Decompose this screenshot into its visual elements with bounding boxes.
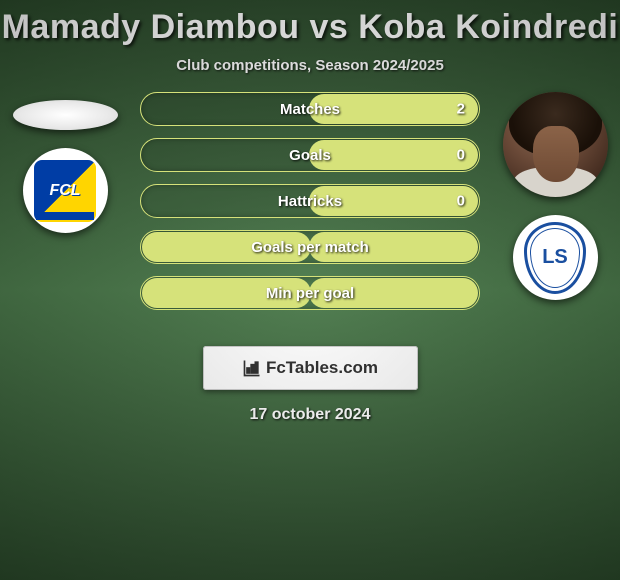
- right-club-abbr: LS: [524, 222, 586, 294]
- right-player-photo: [503, 92, 608, 197]
- stat-row: Goals 0: [140, 138, 480, 172]
- page-title: Mamady Diambou vs Koba Koindredi: [0, 0, 620, 47]
- stat-value-right: 2: [457, 101, 465, 118]
- stat-label: Goals per match: [251, 239, 369, 256]
- stat-row: Min per goal: [140, 276, 480, 310]
- stat-fill-right: [309, 140, 478, 170]
- stat-label: Min per goal: [266, 285, 354, 302]
- left-club-abbr: FCL: [34, 160, 96, 222]
- stat-label: Matches: [280, 101, 340, 118]
- left-player-photo: [13, 100, 118, 130]
- stat-value-right: 0: [457, 193, 465, 210]
- brand-watermark: FcTables.com: [203, 346, 418, 390]
- infographic-date: 17 october 2024: [0, 406, 620, 424]
- right-player-column: LS: [500, 92, 610, 300]
- comparison-area: FCL LS Matches 2 Goals 0 Hattricks 0 Goals per…: [0, 92, 620, 342]
- chart-icon: [242, 358, 262, 378]
- page-subtitle: Club competitions, Season 2024/2025: [0, 57, 620, 74]
- left-club-badge: FCL: [23, 148, 108, 233]
- stat-label: Hattricks: [278, 193, 342, 210]
- left-player-column: FCL: [10, 92, 120, 233]
- stat-value-right: 0: [457, 147, 465, 164]
- stat-row: Goals per match: [140, 230, 480, 264]
- right-club-badge: LS: [513, 215, 598, 300]
- stat-row: Matches 2: [140, 92, 480, 126]
- stat-row: Hattricks 0: [140, 184, 480, 218]
- stat-label: Goals: [289, 147, 331, 164]
- brand-label: FcTables.com: [266, 358, 378, 378]
- stats-list: Matches 2 Goals 0 Hattricks 0 Goals per match M…: [140, 92, 480, 322]
